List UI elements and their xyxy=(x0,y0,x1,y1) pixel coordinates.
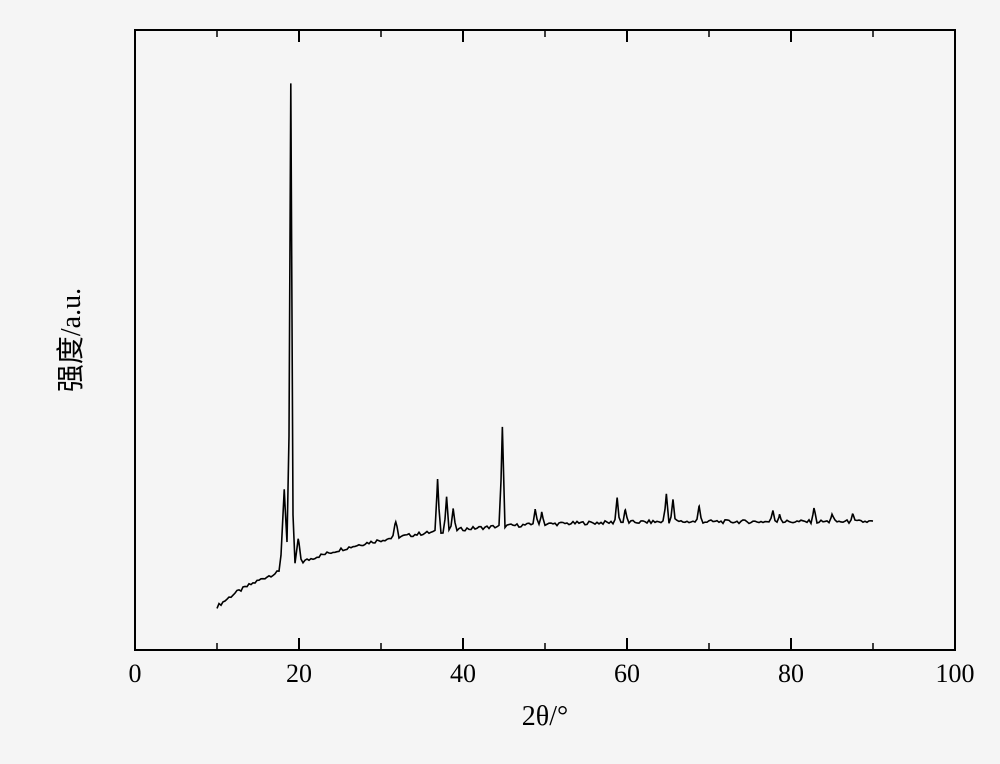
xrd-chart: 0 20 40 60 80 100 2θ/° 强度/a.u. xyxy=(0,0,1000,764)
x-tick-label: 40 xyxy=(450,659,476,688)
y-axis-label: 强度/a.u. xyxy=(55,288,87,392)
chart-svg: 0 20 40 60 80 100 2θ/° 强度/a.u. xyxy=(0,0,1000,764)
x-axis-label: 2θ/° xyxy=(522,701,568,732)
x-tick-label: 0 xyxy=(129,659,142,688)
x-tick-label: 100 xyxy=(936,659,975,688)
x-tick-label: 20 xyxy=(286,659,312,688)
xrd-data-line xyxy=(217,83,873,608)
x-tick-label: 60 xyxy=(614,659,640,688)
x-tick-label: 80 xyxy=(778,659,804,688)
